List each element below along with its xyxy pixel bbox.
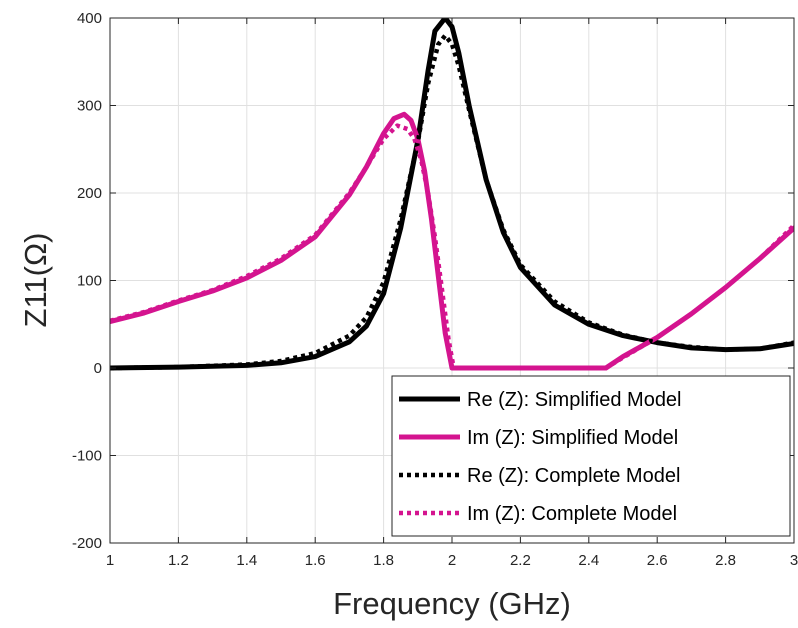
x-tick-label: 3 [790, 552, 798, 569]
x-tick-label: 2 [448, 552, 456, 569]
series-group [110, 18, 794, 371]
x-tick-labels: 1 1.2 1.4 1.6 1.8 2 2.2 2.4 2.6 2.8 3 [106, 552, 798, 569]
y-tick-label: -200 [72, 535, 102, 552]
legend-box [391, 375, 791, 537]
x-tick-label: 1 [106, 552, 114, 569]
legend-label-1: Re (Z): Simplified Model [467, 389, 682, 411]
y-tick-label: 100 [77, 273, 102, 290]
x-tick-label: 1.4 [236, 552, 257, 569]
series-line-4 [110, 123, 794, 371]
y-tick-labels: -200 -100 0 100 200 300 400 [72, 10, 102, 552]
y-tick-label: -100 [72, 448, 102, 465]
x-tick-label: 1.8 [373, 552, 394, 569]
x-tick-label: 2.2 [510, 552, 531, 569]
legend-label-3: Re (Z): Complete Model [467, 465, 680, 487]
y-tick-label: 300 [77, 98, 102, 115]
legend: Re (Z): Simplified Model Im (Z): Simplifi… [391, 375, 791, 537]
series-line-3 [110, 33, 794, 371]
x-tick-label: 1.6 [305, 552, 326, 569]
y-tick-label: 200 [77, 185, 102, 202]
y-axis-label: Z11(Ω) [18, 233, 53, 328]
x-axis-label: Frequency (GHz) [333, 586, 571, 621]
x-tick-label: 2.4 [578, 552, 599, 569]
tick-marks [109, 17, 795, 544]
y-tick-label: 400 [77, 10, 102, 27]
series-line-1 [110, 18, 794, 371]
legend-label-4: Im (Z): Complete Model [467, 503, 677, 525]
x-tick-label: 2.8 [715, 552, 736, 569]
y-tick-label: 0 [94, 360, 102, 377]
legend-label-2: Im (Z): Simplified Model [467, 427, 678, 449]
x-tick-label: 1.2 [168, 552, 189, 569]
x-tick-label: 2.6 [647, 552, 668, 569]
